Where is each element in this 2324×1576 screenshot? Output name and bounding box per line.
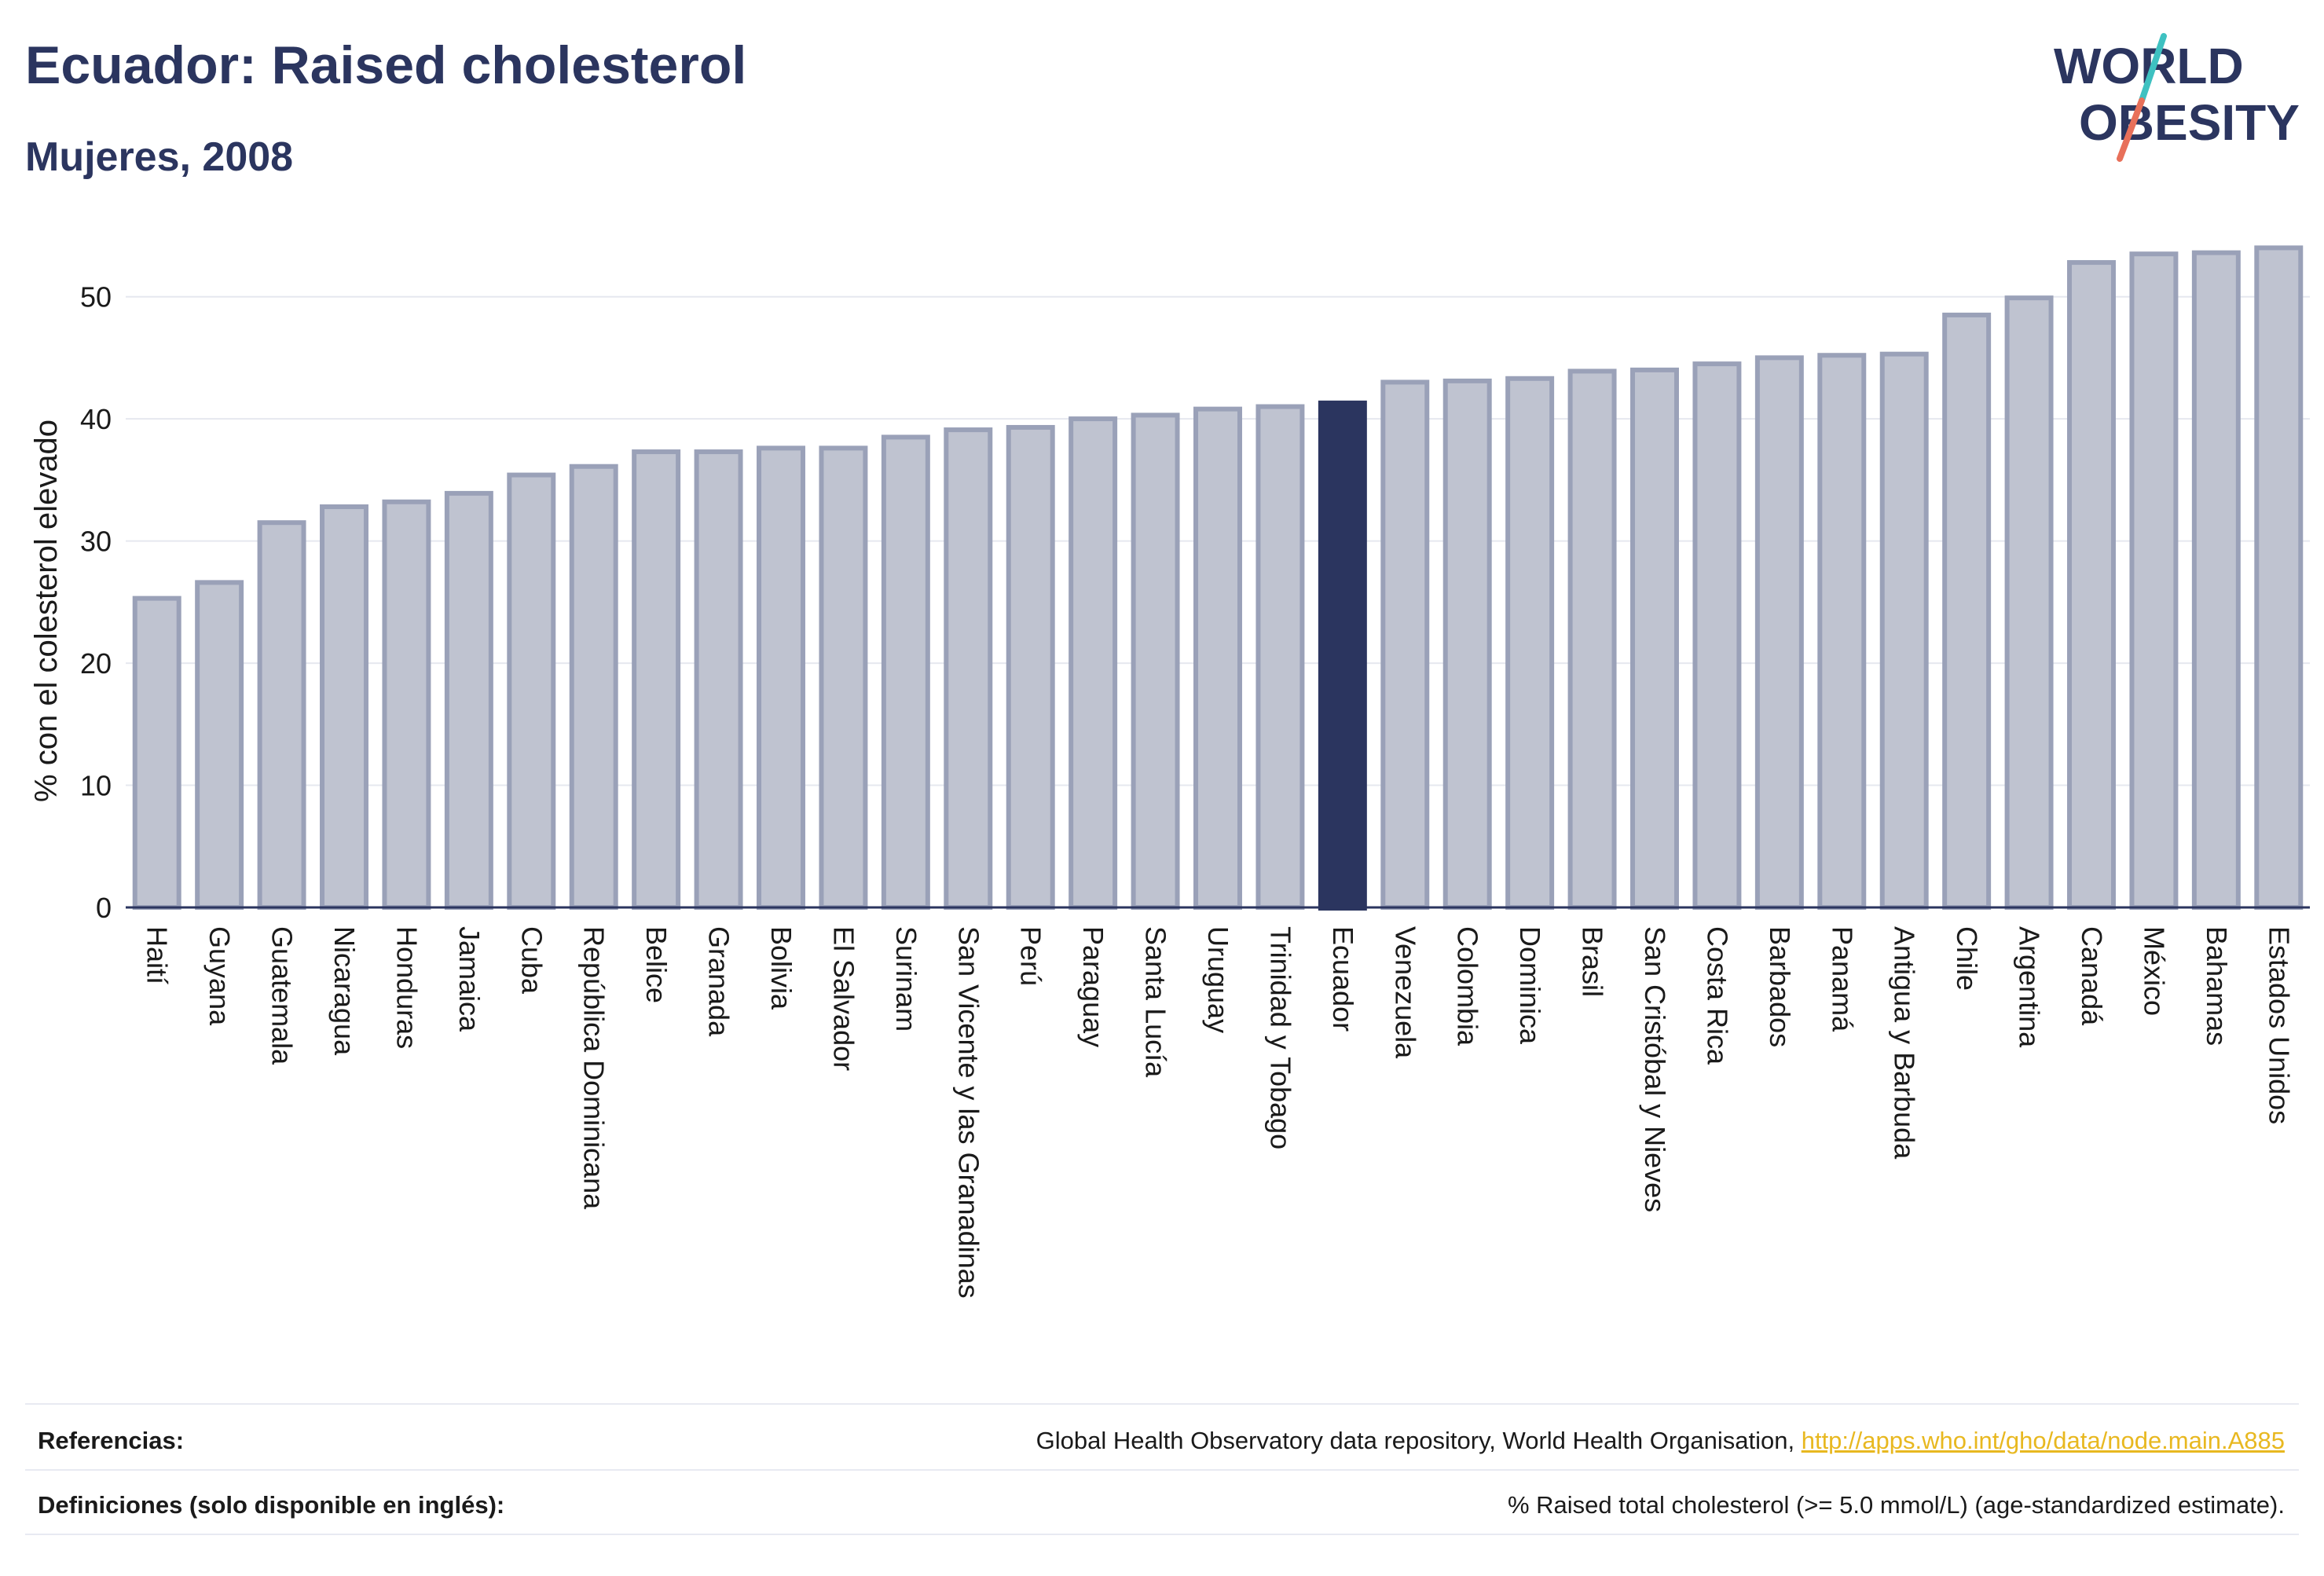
x-tick-label: Surinam — [890, 926, 922, 1032]
x-tick-label: Venezuela — [1389, 926, 1421, 1059]
x-tick-label: El Salvador — [827, 926, 860, 1071]
x-tick-label: Uruguay — [1202, 926, 1234, 1033]
x-tick-label: Santa Lucía — [1140, 926, 1172, 1078]
x-tick-label: Argentina — [2014, 926, 2046, 1048]
footer-divider-bottom — [25, 1534, 2299, 1535]
definitions-text: % Raised total cholesterol (>= 5.0 mmol/… — [1507, 1491, 2285, 1519]
x-tick-label: Colombia — [1452, 926, 1484, 1046]
bar — [694, 449, 743, 910]
references-text: Global Health Observatory data repositor… — [1036, 1427, 1802, 1454]
bar — [632, 449, 681, 910]
references-link[interactable]: http://apps.who.int/gho/data/node.main.A… — [1801, 1427, 2285, 1454]
bar — [2004, 295, 2054, 910]
bar — [1255, 404, 1305, 910]
bar — [1505, 376, 1555, 911]
footer-divider-middle — [25, 1469, 2299, 1471]
definitions-label: Definiciones (solo disponible en inglés)… — [38, 1491, 505, 1519]
x-tick-label: Barbados — [1764, 926, 1796, 1047]
logo-obesity-text: OBESITY — [2079, 94, 2300, 151]
x-tick-label: Granada — [703, 926, 735, 1037]
y-tick-label: 50 — [80, 281, 112, 313]
y-axis-title: % con el colesterol elevado — [29, 420, 64, 802]
world-obesity-logo: WORLD OBESITY — [2054, 33, 2300, 162]
y-tick-label: 30 — [80, 526, 112, 558]
references-value: Global Health Observatory data repositor… — [1036, 1427, 2285, 1455]
bar-chart: 0 10 20 30 40 50 Haití Guyana Guatemala Nicaragua… — [29, 245, 2310, 1299]
x-tick-label: San Cristóbal y Nieves — [1639, 926, 1671, 1212]
tick-labels: 0 10 20 30 40 50 Haití Guyana Guatemala Nicaragua… — [29, 281, 2295, 1299]
y-tick-label: 0 — [96, 892, 112, 924]
chart-subtitle: Mujeres, 2008 — [25, 134, 294, 180]
bar — [1879, 351, 1929, 910]
bar — [1193, 406, 1242, 910]
x-tick-label: Panamá — [1826, 926, 1858, 1032]
x-tick-label: San Vicente y las Granadinas — [952, 926, 984, 1299]
bar — [2129, 251, 2179, 910]
bar — [1630, 367, 1679, 910]
x-tick-label: Trinidad y Tobago — [1264, 926, 1296, 1149]
bar — [819, 445, 868, 910]
bar — [2191, 250, 2241, 910]
bar — [1817, 353, 1867, 910]
x-tick-label: Guyana — [203, 926, 236, 1026]
bar — [382, 499, 431, 910]
x-tick-label: Perú — [1015, 926, 1047, 986]
x-tick-label: Costa Rica — [1701, 926, 1733, 1065]
bar — [569, 464, 618, 910]
x-tick-label: Nicaragua — [328, 926, 361, 1056]
bar — [1131, 412, 1180, 910]
bars — [132, 245, 2304, 911]
logo-slash-teal — [2139, 33, 2167, 104]
y-tick-label: 10 — [80, 770, 112, 802]
x-tick-label: Chile — [1951, 926, 1983, 991]
bar — [1442, 378, 1492, 910]
x-tick-label: Paraguay — [1077, 926, 1109, 1047]
x-tick-label: Ecuador — [1327, 926, 1359, 1032]
bar — [1692, 361, 1742, 911]
bar — [507, 472, 556, 910]
bar — [1754, 355, 1804, 910]
bar — [257, 520, 306, 911]
references-label: Referencias: — [38, 1427, 185, 1454]
y-tick-label: 40 — [80, 403, 112, 435]
bar — [881, 434, 930, 910]
x-tick-label: Antigua y Barbuda — [1889, 926, 1921, 1160]
bar — [757, 445, 805, 910]
x-tick-label: Honduras — [390, 926, 423, 1049]
bar — [132, 596, 181, 910]
bar — [1567, 368, 1617, 911]
chart-title: Ecuador: Raised cholesterol — [25, 35, 747, 95]
bar — [444, 490, 493, 910]
x-tick-label: Jamaica — [453, 926, 486, 1032]
x-tick-label: Canadá — [2076, 926, 2108, 1026]
x-tick-label: República Dominicana — [578, 926, 610, 1210]
x-tick-label: Brasil — [1577, 926, 1609, 997]
y-tick-label: 20 — [80, 647, 112, 680]
x-tick-label: Guatemala — [266, 926, 299, 1065]
bar — [2254, 245, 2304, 911]
x-tick-label: Bahamas — [2201, 926, 2233, 1046]
bar — [1380, 379, 1430, 911]
bar — [1069, 416, 1118, 910]
x-tick-label: Cuba — [515, 926, 548, 995]
footer-divider-top — [25, 1403, 2299, 1405]
x-tick-label: Dominica — [1514, 926, 1546, 1045]
bar — [944, 427, 993, 910]
bar — [2067, 260, 2116, 911]
x-tick-label: Estados Unidos — [2263, 926, 2295, 1124]
bar — [1006, 424, 1055, 910]
x-tick-label: Haití — [141, 926, 174, 984]
logo-slash-coral — [2117, 97, 2145, 162]
bar — [320, 504, 368, 910]
x-tick-label: México — [2138, 926, 2170, 1016]
bar — [1942, 312, 1992, 911]
x-tick-label: Belice — [640, 926, 673, 1003]
x-tick-label: Bolivia — [765, 926, 797, 1010]
bar — [195, 580, 244, 911]
bar-highlight — [1318, 400, 1367, 911]
